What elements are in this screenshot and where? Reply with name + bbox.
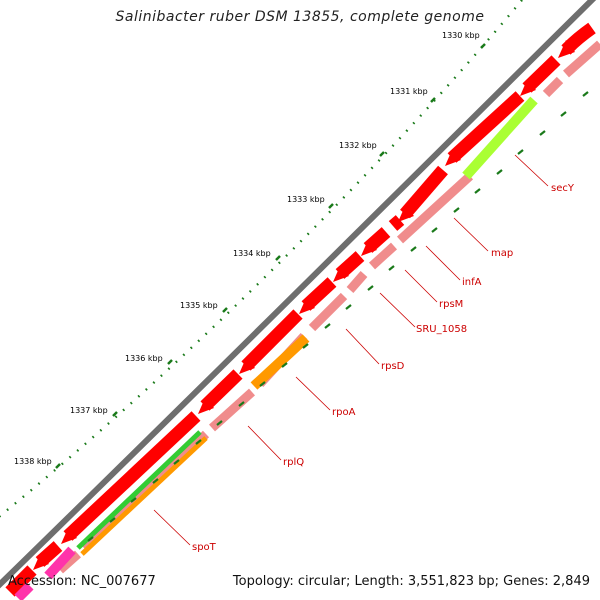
gene-labels: secY map infA rpsM SRU_1058 rpsD rpoA rp… <box>192 183 575 553</box>
gene-label-sru1058: SRU_1058 <box>416 324 467 335</box>
map-title: Salinibacter ruber DSM 13855, complete g… <box>115 9 485 25</box>
tick-label: 1337 kbp <box>70 406 108 415</box>
gene-label-rpsm: rpsM <box>439 299 463 310</box>
cog-rplq-green-segment <box>76 430 202 550</box>
accession-text: Accession: NC_007677 <box>8 574 156 589</box>
tick-label: 1333 kbp <box>287 195 325 204</box>
gene-label-infa: infA <box>462 277 482 288</box>
gene-label-spot: spoT <box>192 542 217 553</box>
cog-secy-segment <box>462 96 538 180</box>
tick-label: 1334 kbp <box>233 249 271 258</box>
tick-label: 1335 kbp <box>180 301 218 310</box>
gene-label-rplq: rplQ <box>283 457 304 468</box>
tick-label: 1330 kbp <box>442 31 480 40</box>
cog-magenta-segment <box>44 546 76 580</box>
cds-arrowheads <box>33 40 575 570</box>
gene-label-map: map <box>491 248 513 259</box>
outer-dotted-ring <box>0 0 523 518</box>
tick-labels: 1330 kbp 1331 kbp 1332 kbp 1333 kbp 1334… <box>14 31 480 466</box>
gene-label-rpoa: rpoA <box>332 407 356 418</box>
tick-label: 1332 kbp <box>339 141 377 150</box>
tick-label: 1336 kbp <box>125 354 163 363</box>
gene-label-rpsd: rpsD <box>381 361 405 372</box>
genome-summary-text: Topology: circular; Length: 3,551,823 bp… <box>232 574 590 589</box>
kbp-tick-marks <box>55 43 486 469</box>
cog-spot-orange-segment <box>80 436 208 556</box>
tick-label: 1338 kbp <box>14 457 52 466</box>
label-leaders <box>153 154 549 546</box>
cog-rpoa-segment <box>250 334 310 390</box>
gene-label-secy: secY <box>551 183 575 194</box>
tick-label: 1331 kbp <box>390 87 428 96</box>
cog-magenta-segment-2 <box>14 582 34 600</box>
inner-tick-ring <box>87 91 589 542</box>
